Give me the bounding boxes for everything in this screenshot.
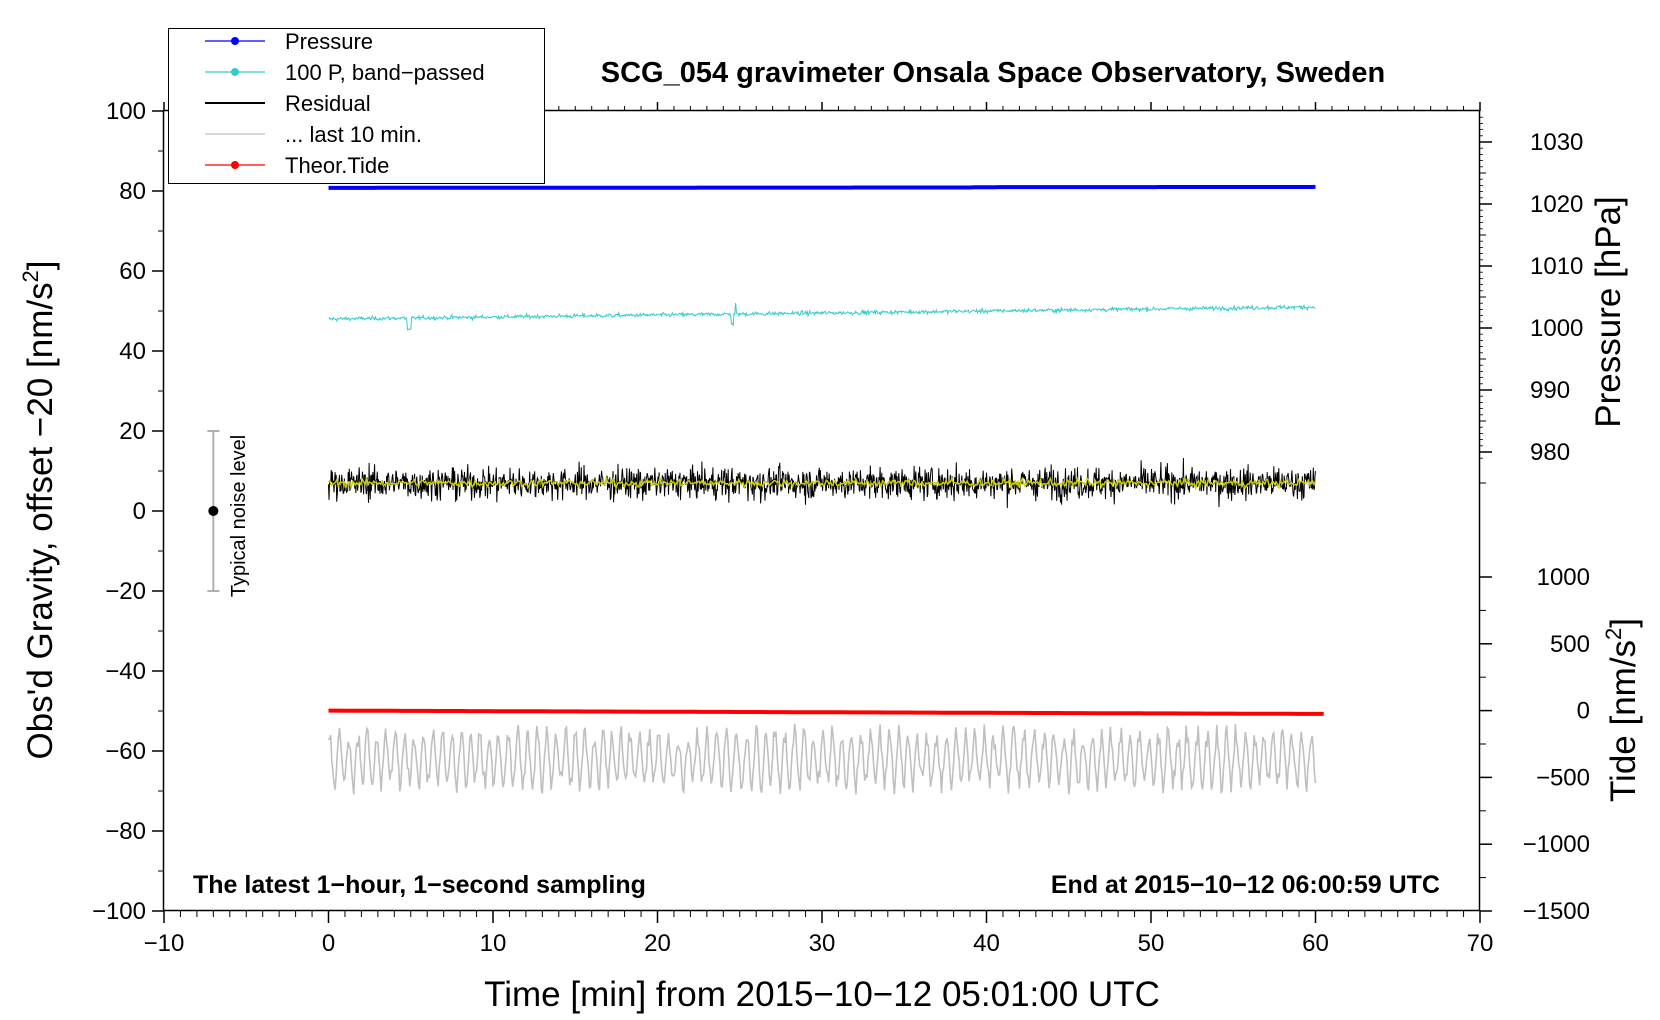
pressure-tick-label: 1000 [1530, 315, 1583, 342]
pressure-axis-ticks: 1030 1020 1010 1000 990 980 [1480, 116, 1583, 484]
end-time-annotation: End at 2015−10−12 06:00:59 UTC [1051, 871, 1440, 899]
noise-bar-center-dot [208, 506, 219, 516]
tide-axis-label-main: Tide [nm/s [1604, 640, 1643, 802]
noise-level-bar [207, 430, 220, 592]
x-axis-label: Time [min] from 2015−10−12 05:01:00 UTC [484, 975, 1160, 1014]
legend-marker [231, 68, 239, 76]
x-axis-ticks: −10 0 10 20 30 40 50 60 70 [144, 102, 1494, 957]
series-bandpassed-pressure [328, 302, 1316, 331]
y-axis-label-left-sup: 2 [18, 270, 43, 282]
x-tick-label: 0 [322, 930, 335, 957]
y-axis-label-left: Obs'd Gravity, offset −20 [nm/s2] [18, 260, 60, 759]
legend-label: ... last 10 min. [285, 122, 422, 147]
series-pressure [328, 184, 1316, 190]
x-tick-label: 70 [1467, 930, 1494, 957]
y-tick-label: 60 [119, 258, 146, 285]
pressure-tick-label: 990 [1530, 377, 1570, 404]
x-tick-label: 60 [1302, 930, 1329, 957]
y-axis-label-left-end: ] [21, 260, 60, 270]
tide-axis-label: Tide [nm/s2] [1601, 618, 1643, 802]
tide-tick-label: −500 [1536, 764, 1590, 791]
y-tick-label: 40 [119, 338, 146, 365]
tide-tick-label: 500 [1550, 631, 1590, 658]
pressure-tick-label: 980 [1530, 439, 1570, 466]
legend: Pressure 100 P, band−passed Residual ... la… [168, 28, 545, 184]
legend-label: Pressure [285, 29, 373, 54]
y-axis-ticks: 100 80 60 40 20 0 −20 −40 −60 −80 −100 [92, 98, 164, 925]
tide-axis-ticks: 1000 500 0 −500 −1000 −1500 [1480, 564, 1590, 925]
y-tick-label: −60 [105, 738, 146, 765]
series-residual [328, 457, 1316, 509]
y-tick-label: 80 [119, 178, 146, 205]
y-tick-label: 100 [106, 98, 146, 125]
series-last-10-min [327, 723, 1317, 795]
tide-axis-label-end: ] [1604, 618, 1643, 628]
pressure-tick-label: 1020 [1530, 191, 1583, 218]
chart-title: SCG_054 gravimeter Onsala Space Observat… [601, 57, 1385, 89]
pressure-tick-label: 1030 [1530, 129, 1583, 156]
series-layer [327, 184, 1324, 795]
legend-label: Residual [285, 91, 371, 116]
tide-tick-label: 1000 [1537, 564, 1590, 591]
y-tick-label: −100 [92, 898, 146, 925]
legend-box [168, 28, 545, 184]
legend-label: 100 P, band−passed [285, 60, 485, 85]
x-tick-label: 10 [480, 930, 507, 957]
y-tick-label: 20 [119, 418, 146, 445]
pressure-axis-label: Pressure [hPa] [1589, 196, 1628, 428]
x-tick-label: 40 [973, 930, 1000, 957]
legend-label: Theor.Tide [285, 153, 389, 178]
tide-tick-label: −1000 [1523, 831, 1590, 858]
sampling-annotation: The latest 1−hour, 1−second sampling [193, 871, 646, 899]
legend-marker [231, 37, 239, 45]
y-tick-label: 0 [133, 498, 146, 525]
tide-axis-label-sup: 2 [1601, 628, 1626, 640]
series-residual-smoothed [327, 475, 1317, 491]
x-tick-label: 30 [809, 930, 836, 957]
series-theoretical-tide [328, 708, 1324, 716]
tide-tick-label: 0 [1577, 698, 1590, 725]
legend-marker [231, 161, 239, 169]
x-tick-label: 20 [644, 930, 671, 957]
y-tick-label: −40 [105, 658, 146, 685]
x-tick-label: −10 [144, 930, 185, 957]
y-tick-label: −80 [105, 818, 146, 845]
x-tick-label: 50 [1138, 930, 1165, 957]
y-axis-label-left-main: Obs'd Gravity, offset −20 [nm/s [21, 282, 60, 759]
y-tick-label: −20 [105, 578, 146, 605]
plot-frame [162, 109, 1481, 912]
noise-level-label: Typical noise level [228, 435, 250, 597]
pressure-tick-label: 1010 [1530, 253, 1583, 280]
tide-tick-label: −1500 [1523, 898, 1590, 925]
